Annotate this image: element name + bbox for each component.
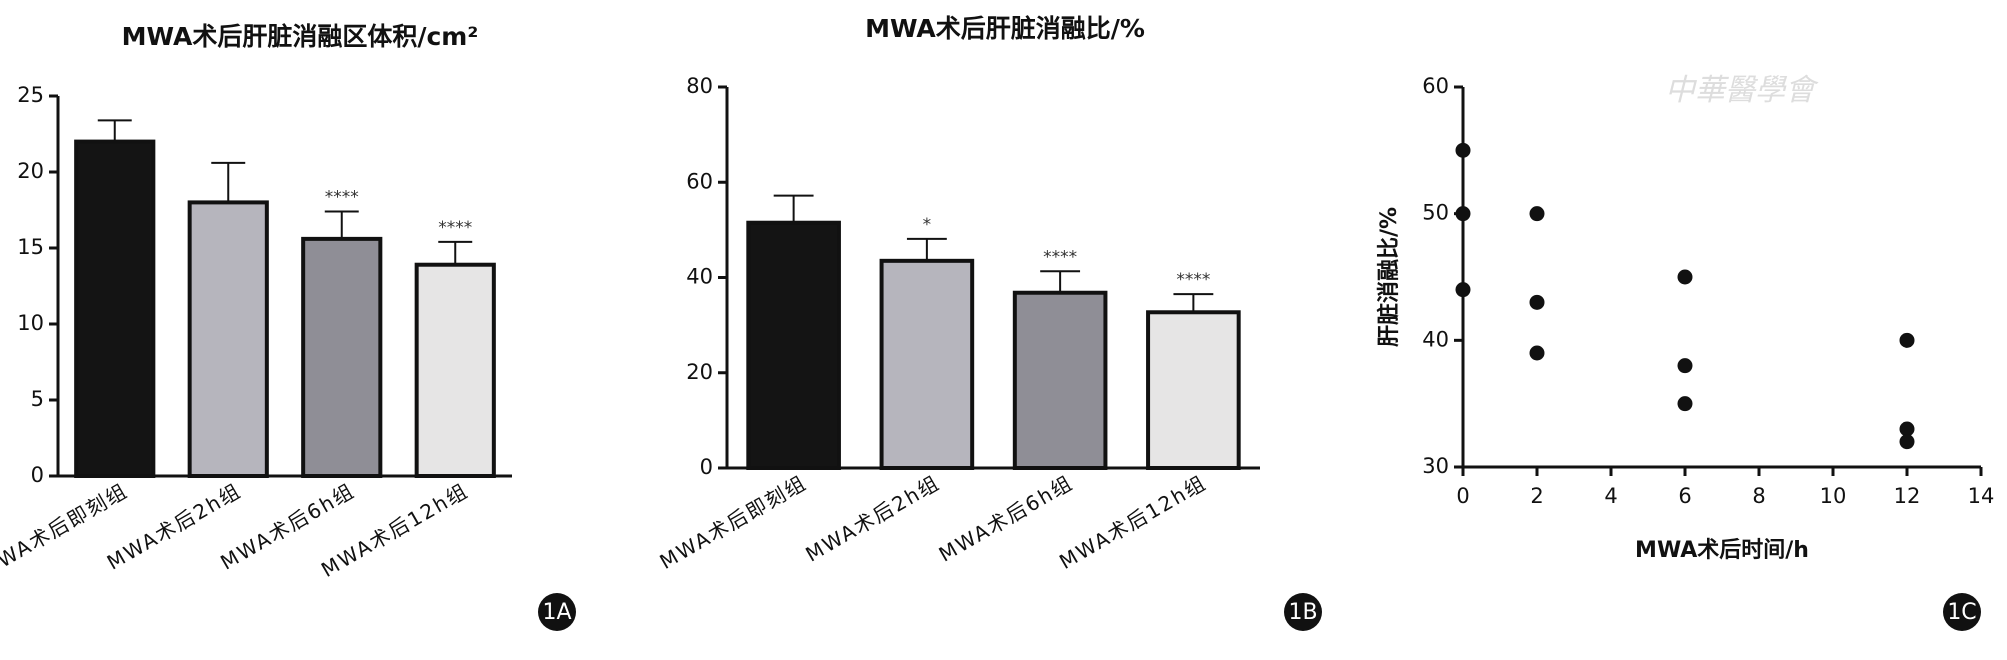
- panel-label: 1A: [542, 600, 571, 625]
- x-tick-label: 10: [1820, 484, 1847, 508]
- y-tick-label: 30: [1422, 454, 1449, 478]
- bar: [879, 258, 975, 470]
- point: [1677, 358, 1693, 374]
- point: [1455, 206, 1471, 222]
- point: [1899, 434, 1915, 450]
- point: [1529, 294, 1545, 310]
- y-tick-label: 80: [686, 74, 713, 98]
- y-tick-label: 50: [1422, 201, 1449, 225]
- y-tick-label: 10: [17, 311, 44, 335]
- chart-title: MWA术后肝脏消融区体积/cm²: [122, 22, 479, 51]
- y-tick-label: 60: [1422, 74, 1449, 98]
- watermark: 中華醫學會: [1665, 73, 1819, 108]
- bar: [301, 236, 383, 478]
- y-tick-label: 40: [686, 265, 713, 289]
- x-tick-label: 0: [1456, 484, 1469, 508]
- significance: ****: [438, 218, 472, 238]
- bar: [746, 220, 841, 470]
- y-tick-label: 5: [31, 387, 44, 411]
- y-tick-label: 60: [686, 169, 713, 193]
- bar: [1146, 310, 1241, 470]
- bar: [74, 139, 156, 478]
- point: [1455, 142, 1471, 158]
- point: [1677, 396, 1693, 412]
- point: [1899, 421, 1915, 437]
- x-tick-label: 4: [1604, 484, 1617, 508]
- x-tick-label: MWA术后2h组: [801, 470, 944, 566]
- x-tick-label: MWA术后12h组: [1055, 470, 1211, 574]
- y-tick-label: 20: [17, 159, 44, 183]
- y-tick-label: 20: [686, 360, 713, 384]
- significance: ****: [1043, 247, 1077, 267]
- x-tick-label: MWA术后即刻组: [655, 470, 810, 574]
- panel-badge: [1943, 593, 1981, 631]
- y-axis-label: 肝脏消融比/%: [1376, 207, 1402, 347]
- x-tick-label: 12: [1894, 484, 1921, 508]
- point: [1529, 206, 1545, 222]
- bar: [1012, 290, 1108, 470]
- x-tick-label: 6: [1678, 484, 1691, 508]
- y-tick-label: 0: [31, 463, 44, 487]
- y-tick-label: 25: [17, 83, 44, 107]
- x-axis-label: MWA术后时间/h: [1635, 538, 1809, 563]
- bar: [414, 262, 496, 478]
- point: [1899, 332, 1915, 348]
- bar: [187, 200, 269, 478]
- chart-title: MWA术后肝脏消融比/%: [865, 14, 1145, 43]
- significance: *: [923, 215, 932, 235]
- y-tick-label: 15: [17, 235, 44, 259]
- y-tick-label: 0: [700, 455, 713, 479]
- panel-badge: [1284, 593, 1322, 631]
- significance: ****: [325, 188, 359, 208]
- panel-label: 1B: [1288, 600, 1317, 625]
- significance: ****: [1176, 270, 1210, 290]
- x-tick-label: 14: [1968, 484, 1995, 508]
- point: [1455, 282, 1471, 298]
- panel-label: 1C: [1947, 600, 1976, 625]
- x-tick-label: 8: [1752, 484, 1765, 508]
- panel-badge: [538, 593, 576, 631]
- x-tick-label: 2: [1530, 484, 1543, 508]
- point: [1529, 345, 1545, 361]
- point: [1677, 269, 1693, 285]
- y-tick-label: 40: [1422, 327, 1449, 351]
